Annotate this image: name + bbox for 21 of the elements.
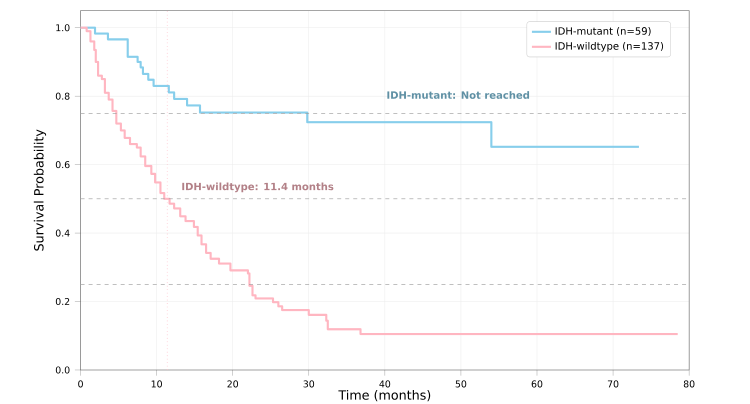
y-tick-label: 0.8	[56, 92, 70, 100]
x-tick-label: 70	[608, 380, 618, 388]
y-tick-label: 0.4	[56, 230, 70, 237]
x-tick-label: 40	[379, 380, 390, 388]
y-tick-label: 0.0	[56, 366, 70, 374]
y-tick-label: 0.2	[56, 298, 70, 306]
y-axis-title: Survival Probability	[34, 130, 46, 251]
annotation: IDH-wildtype: 11.4 months	[182, 182, 334, 192]
y-tick-label: 0.6	[56, 161, 70, 168]
legend-label: IDH-mutant (n=59)	[556, 27, 651, 36]
x-tick-label: 20	[227, 380, 238, 388]
x-tick-label: 80	[684, 380, 694, 388]
y-tick-label: 1.0	[56, 24, 70, 32]
x-axis-title: Time (months)	[338, 390, 430, 402]
x-tick-label: 60	[532, 380, 542, 388]
x-tick-label: 30	[304, 380, 314, 388]
x-tick-label: 50	[456, 380, 466, 388]
legend-label: IDH-wildtype (n=137)	[556, 42, 664, 52]
annotation: IDH-mutant: Not reached	[387, 91, 530, 99]
x-tick-label: 10	[152, 380, 162, 388]
x-tick-label: 0	[78, 380, 83, 388]
